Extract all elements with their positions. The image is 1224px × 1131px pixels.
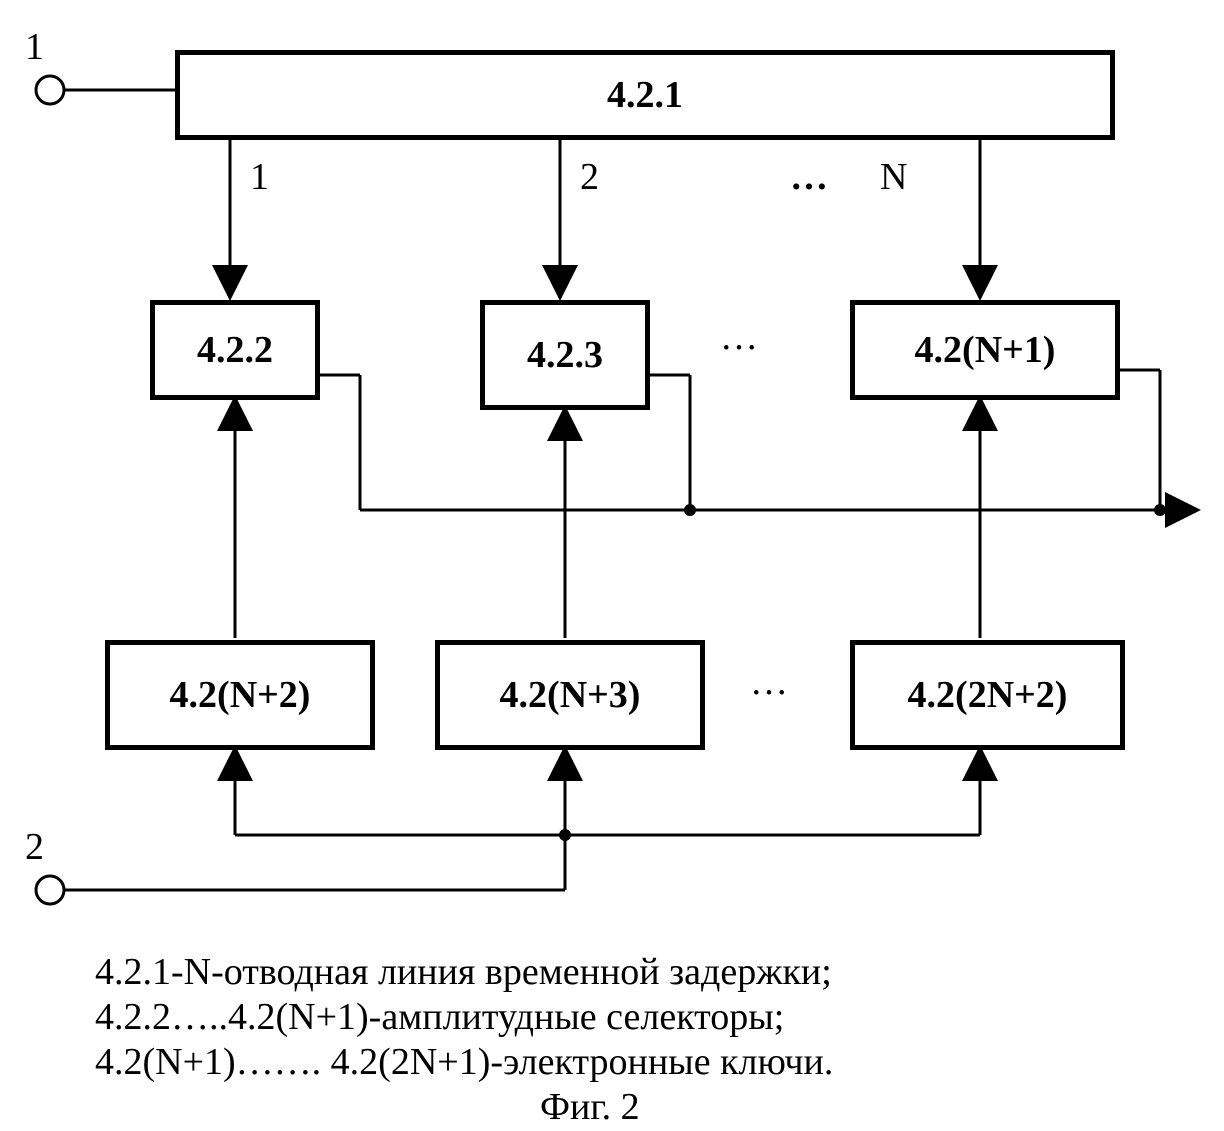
- input-1-terminal: [36, 76, 64, 104]
- input-2-terminal: [36, 876, 64, 904]
- wires-svg: [20, 20, 1204, 1111]
- diagram-canvas: 4.2.1 4.2.2 4.2.3 … 4.2(N+1) 4.2(N+2) 4.…: [20, 20, 1204, 1111]
